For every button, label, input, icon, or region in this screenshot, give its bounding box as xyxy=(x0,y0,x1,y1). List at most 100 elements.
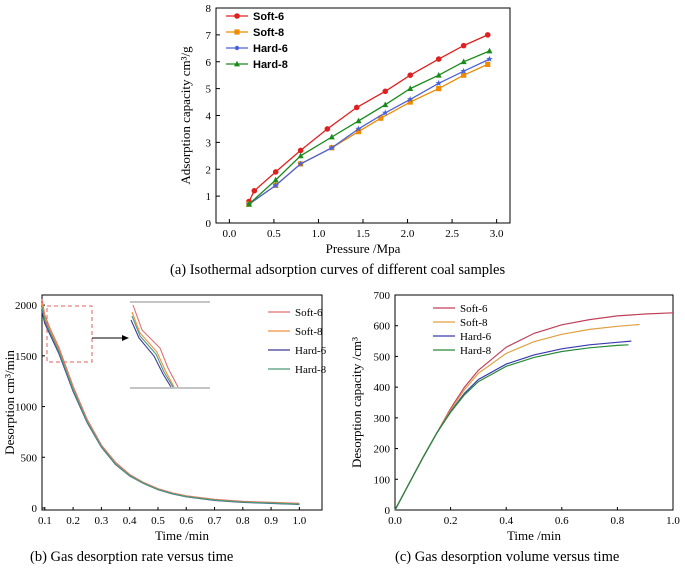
data-point-soft-6 xyxy=(297,147,304,154)
x-tick-label: 0.3 xyxy=(95,515,109,527)
data-point-soft-6 xyxy=(251,187,258,194)
y-tick-label: 200 xyxy=(374,444,391,456)
series-line-soft-8 xyxy=(248,63,488,205)
x-tick-label: 0.5 xyxy=(151,515,165,527)
x-tick-label: 0.6 xyxy=(179,515,193,527)
y-tick-label: 6 xyxy=(206,57,212,69)
data-point-soft-8 xyxy=(407,99,413,105)
plot-frame-c xyxy=(394,294,674,511)
y-tick-label: 0 xyxy=(206,218,212,230)
y-tick-label: 2000 xyxy=(15,300,38,312)
legend-label-soft-8: Soft-8 xyxy=(253,27,284,39)
x-tick-label: 1.0 xyxy=(292,515,306,527)
x-tick-label: 0.6 xyxy=(555,515,569,527)
legend-label-hard-6: Hard-6 xyxy=(460,331,492,343)
series-line-hard-8 xyxy=(248,50,490,205)
x-tick-label: 0.8 xyxy=(611,515,625,527)
data-point-soft-6 xyxy=(435,56,442,62)
series-line-hard-8 xyxy=(41,307,300,505)
data-point-hard-6 xyxy=(272,182,279,189)
data-point-hard-8 xyxy=(328,133,335,140)
series-line-soft-8 xyxy=(394,323,640,511)
legend-marker xyxy=(234,60,240,67)
data-point-soft-6 xyxy=(353,104,360,111)
y-tick-label: 7 xyxy=(206,30,212,42)
data-point-hard-6 xyxy=(297,160,304,167)
inset-series-soft-6 xyxy=(132,304,179,388)
data-point-soft-8 xyxy=(378,115,384,121)
series-line-soft-6 xyxy=(41,298,300,504)
legend-label-soft-6: Soft-6 xyxy=(295,307,323,319)
legend-label-soft-6: Soft-6 xyxy=(253,11,284,23)
x-tick-label: 3.0 xyxy=(490,228,504,240)
x-tick-label: 0.2 xyxy=(444,515,458,527)
y-tick-label: 0 xyxy=(385,505,391,517)
series-line-hard-6 xyxy=(394,340,632,511)
data-point-soft-6 xyxy=(484,32,491,38)
data-point-hard-8 xyxy=(407,85,414,92)
x-tick-label: 0.1 xyxy=(38,515,52,527)
data-point-hard-6 xyxy=(435,79,442,86)
data-point-hard-6 xyxy=(407,96,414,103)
zoom-arrowhead xyxy=(122,335,129,341)
data-point-hard-8 xyxy=(297,152,304,159)
y-tick-label: 300 xyxy=(374,413,391,425)
legend-marker xyxy=(234,45,240,51)
y-tick-label: 8 xyxy=(206,3,212,15)
y-tick-label: 400 xyxy=(374,382,391,394)
caption-a: (a) Isothermal adsorption curves of diff… xyxy=(170,262,506,278)
y-tick-label: 500 xyxy=(374,351,391,363)
y-tick-label: 2 xyxy=(206,164,212,176)
data-point-soft-6 xyxy=(324,126,331,132)
x-tick-label: 0.4 xyxy=(123,515,137,527)
y-axis-title: Desorption cm³/min xyxy=(2,350,17,455)
x-tick-label: 0.5 xyxy=(267,228,281,240)
data-point-soft-8 xyxy=(461,72,467,78)
x-tick-label: 1.5 xyxy=(356,228,370,240)
x-axis-title: Pressure /Mpa xyxy=(326,241,401,256)
y-tick-label: 4 xyxy=(206,111,212,123)
x-tick-label: 0.4 xyxy=(499,515,513,527)
data-point-hard-6 xyxy=(328,144,336,151)
data-point-hard-6 xyxy=(460,67,467,74)
x-tick-label: 0.7 xyxy=(208,515,222,527)
plot-frame-a xyxy=(215,7,511,224)
data-point-hard-8 xyxy=(272,176,279,183)
chart-c: 0.0 0.2 0.4 0.6 0.8 1.0 0 100 200 300 400 500 600 700… xyxy=(349,290,680,543)
legend-marker xyxy=(234,13,240,19)
data-point-hard-8 xyxy=(355,117,362,124)
legend-label-hard-8: Hard-8 xyxy=(295,364,327,376)
x-tick-label: 0.8 xyxy=(236,515,250,527)
data-point-hard-8 xyxy=(460,58,467,65)
inset-series-hard-8 xyxy=(131,315,174,388)
x-tick-label: 1.0 xyxy=(312,228,326,240)
series-line-soft-6 xyxy=(394,312,674,511)
x-tick-label: 0.9 xyxy=(264,515,278,527)
inset-series-soft-8 xyxy=(131,311,175,388)
data-point-hard-8 xyxy=(382,101,389,108)
data-point-soft-6 xyxy=(272,169,279,175)
chart-a: 0.0 0.5 1.0 1.5 2.0 2.5 3.0 0 1 2 3 4 5 6 7 8 Pressure /… xyxy=(178,3,511,256)
series-line-hard-8 xyxy=(394,344,629,511)
legend-label-soft-8: Soft-8 xyxy=(295,326,323,338)
legend-marker xyxy=(234,29,240,35)
caption-c: (c) Gas desorption volume versus time xyxy=(395,549,620,565)
y-tick-label: 1000 xyxy=(15,402,38,414)
data-point-hard-8 xyxy=(435,71,442,78)
data-point-soft-8 xyxy=(355,129,362,135)
y-tick-label: 500 xyxy=(21,452,38,464)
data-point-hard-8 xyxy=(486,47,493,54)
x-tick-label: 2.0 xyxy=(401,228,415,240)
series-line-hard-6 xyxy=(248,58,490,205)
chart-b: 0.1 0.2 0.3 0.4 0.5 0.6 0.7 0.8 0.9 1.0 0 500 1000 15… xyxy=(2,294,327,543)
data-point-hard-6 xyxy=(355,125,362,132)
y-axis-title: Adsorption capacity cm³/g xyxy=(178,46,193,185)
y-tick-label: 0 xyxy=(32,503,38,515)
data-point-hard-8 xyxy=(245,200,252,207)
caption-b: (b) Gas desorption rate versus time xyxy=(30,549,234,565)
legend-label-soft-8: Soft-8 xyxy=(460,317,488,329)
x-axis-title: Time /min xyxy=(155,528,210,543)
y-axis-title: Desorption capacity /cm³ xyxy=(349,337,364,468)
data-point-soft-8 xyxy=(436,86,442,92)
